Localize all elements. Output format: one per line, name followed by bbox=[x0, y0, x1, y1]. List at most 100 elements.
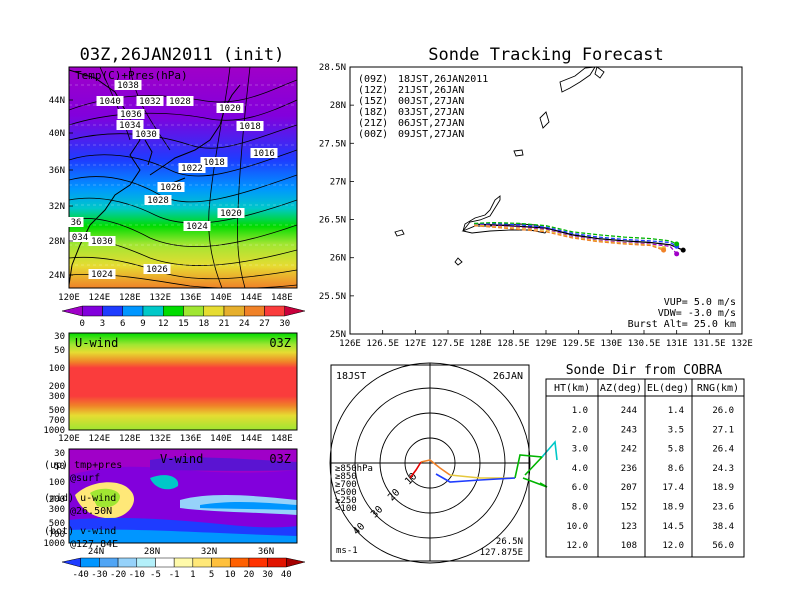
init-lat-tick: 40N bbox=[49, 129, 65, 139]
vwind-colorbar-swatch bbox=[286, 557, 306, 568]
polar-loc-lat: 26.5N bbox=[496, 537, 523, 547]
table-cell: 17.4 bbox=[662, 483, 684, 493]
pressure-label: 1038 bbox=[117, 81, 139, 91]
vwind-colorbar: -40 -30 -20 -10 -5 -1 1 5 10 20 30 40 bbox=[61, 557, 306, 580]
pressure-label: 1024 bbox=[186, 222, 208, 232]
table-cell: 10.0 bbox=[566, 522, 588, 532]
temp-colorbar-tick: 3 bbox=[100, 319, 105, 329]
temp-colorbar-swatch bbox=[244, 305, 265, 317]
uwind-x-tick: 132E bbox=[149, 434, 171, 444]
vwind-colorbar-swatch bbox=[61, 557, 81, 568]
pressure-label: 1032 bbox=[139, 97, 161, 107]
vwind-colorbar-tick: -5 bbox=[150, 570, 161, 580]
table-cell: 18.9 bbox=[712, 483, 734, 493]
polar-rings bbox=[329, 362, 531, 564]
hodograph bbox=[409, 440, 558, 488]
track-lat-tick: 26.5N bbox=[319, 216, 346, 226]
table-cell: 24.3 bbox=[712, 464, 734, 474]
table-cell: 123 bbox=[621, 522, 637, 532]
track-legend-code: (00Z) bbox=[358, 129, 388, 140]
pressure-label: 1020 bbox=[219, 104, 241, 114]
pressure-label-bg bbox=[250, 148, 278, 158]
uwind-y-tick: 50 bbox=[54, 346, 65, 356]
pressure-label: 1030 bbox=[91, 237, 113, 247]
polar-legend-item: ≥700 bbox=[335, 480, 357, 490]
pressure-label: 1034 bbox=[119, 121, 141, 131]
vwind-x-tick: 24N bbox=[88, 547, 104, 557]
pressure-label-bg bbox=[217, 208, 245, 218]
vwind-colorbar-tick: -1 bbox=[169, 570, 180, 580]
note-mid-a: (mid) u-wind bbox=[44, 493, 116, 504]
vwind-colorbar-tick: 20 bbox=[244, 570, 255, 580]
table-header: RNG(km) bbox=[697, 383, 739, 394]
polar-legend-item: <100 bbox=[335, 504, 357, 514]
track-lon-tick: 128E bbox=[470, 339, 492, 349]
table-cell: 26.4 bbox=[712, 445, 734, 455]
track-lon-tick: 132E bbox=[731, 339, 753, 349]
temp-colorbar-swatch bbox=[183, 305, 204, 317]
pressure-label-bg bbox=[88, 269, 116, 279]
pressure-label: 1018 bbox=[239, 122, 261, 132]
uwind-y-tick: 200 bbox=[49, 382, 65, 392]
uwind-x-tick: 128E bbox=[119, 434, 141, 444]
uwind-x-tick: 148E bbox=[271, 434, 293, 444]
vwind-x-tick: 32N bbox=[201, 547, 217, 557]
uwind-x-tick: 136E bbox=[180, 434, 202, 444]
pressure-label-bg bbox=[96, 96, 124, 106]
track-legend-label: 03JST,27JAN bbox=[398, 107, 464, 118]
init-lon-tick: 144E bbox=[241, 293, 263, 303]
pressure-label-bg bbox=[68, 217, 84, 227]
polar-left-label: 18JST bbox=[336, 371, 366, 382]
table-cell: 243 bbox=[621, 425, 637, 435]
init-lat-tick: 24N bbox=[49, 271, 65, 281]
pressure-label: 1028 bbox=[169, 97, 191, 107]
init-lon-tick: 120E bbox=[58, 293, 80, 303]
pressure-label-bg bbox=[88, 236, 116, 246]
track-legend-code: (21Z) bbox=[358, 118, 388, 129]
temp-colorbar-tick: 21 bbox=[219, 319, 230, 329]
uwind-y-tick: 500 bbox=[49, 406, 65, 416]
pressure-label: 1028 bbox=[147, 196, 169, 206]
table-cell: 6.0 bbox=[572, 483, 588, 493]
vwind-x-tick: 28N bbox=[144, 547, 160, 557]
init-subtitle: Temp(C)+Pres(hPa) bbox=[75, 69, 188, 82]
pressure-label: 1036 bbox=[120, 110, 142, 120]
track-param: VDW= -3.0 m/s bbox=[658, 308, 736, 319]
pressure-label-bg bbox=[200, 157, 228, 167]
track-lat-tick: 28.5N bbox=[319, 63, 346, 73]
vwind-colorbar-swatch bbox=[117, 557, 138, 568]
vwind-y-tick: 50 bbox=[54, 462, 65, 472]
polar-unit: ms-1 bbox=[336, 546, 358, 556]
table-cell: 207 bbox=[621, 483, 637, 493]
track-endpoint bbox=[674, 241, 680, 247]
track-line bbox=[474, 223, 678, 255]
table-header: EL(deg) bbox=[647, 383, 689, 394]
init-lat-tick: 36N bbox=[49, 166, 65, 176]
vwind-colorbar-tick: 40 bbox=[281, 570, 292, 580]
temp-colorbar-tick: 18 bbox=[198, 319, 209, 329]
track-lat-tick: 26N bbox=[330, 254, 346, 264]
uwind-x-ticks: 120E 124E 128E 132E 136E 140E 144E 148E bbox=[58, 434, 292, 444]
track-legend-label: 06JST,27JAN bbox=[398, 118, 464, 129]
table-cell: 26.0 bbox=[712, 406, 734, 416]
pressure-label-bg bbox=[178, 163, 206, 173]
pressure-label-bg bbox=[69, 232, 91, 242]
pressure-label-bg bbox=[144, 195, 172, 205]
uwind-x-tick: 120E bbox=[58, 434, 80, 444]
init-lat-tick: 28N bbox=[49, 237, 65, 247]
uwind-y-tick: 30 bbox=[54, 332, 65, 342]
table-cell: 14.5 bbox=[662, 522, 684, 532]
track-lon-tick: 126.5E bbox=[366, 339, 399, 349]
init-title: 03Z,26JAN2011 (init) bbox=[80, 45, 285, 65]
table-cell: 1.0 bbox=[572, 406, 588, 416]
polar-legend-item: <500 bbox=[335, 488, 357, 498]
note-mid-b: @26.50N bbox=[70, 506, 112, 517]
polar-right-label: 26JAN bbox=[493, 371, 523, 382]
vwind-colorbar-tick: 5 bbox=[209, 570, 214, 580]
track-endpoint bbox=[661, 247, 667, 253]
pressure-label-bg bbox=[236, 121, 264, 131]
track-lon-tick: 126E bbox=[339, 339, 361, 349]
temp-colorbar-swatch bbox=[142, 305, 164, 317]
temp-colorbar-tick: 27 bbox=[259, 319, 270, 329]
